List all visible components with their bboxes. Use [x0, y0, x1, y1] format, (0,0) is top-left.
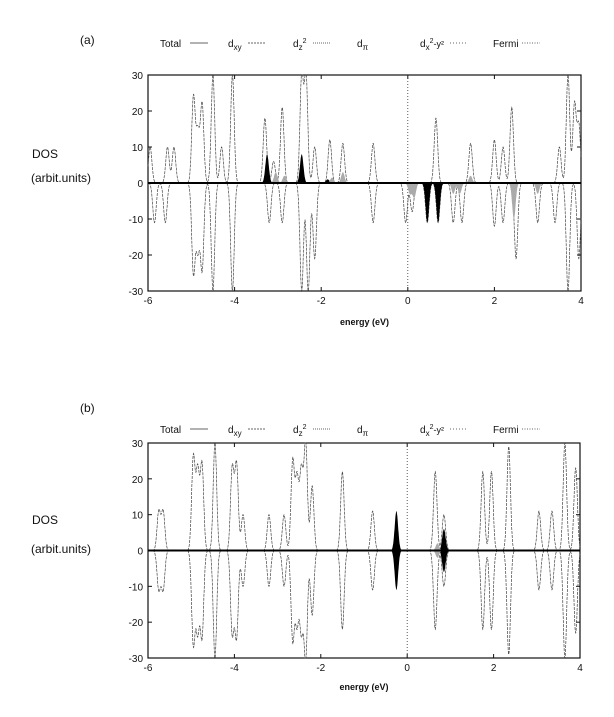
legend-entry: Total — [160, 39, 181, 50]
filled-gray-dos-spin-down — [148, 183, 581, 219]
legend-entry: dxy — [228, 39, 242, 52]
legend-subscript: xy — [234, 43, 242, 52]
x-tick-label: -4 — [230, 296, 239, 307]
legend-rest: -y² — [433, 425, 444, 435]
x-tick-label: 4 — [577, 663, 583, 674]
filled-black-dos-spin-down — [148, 551, 580, 590]
y-tick-label: -30 — [129, 654, 144, 665]
legend-rest: -y² — [433, 39, 444, 49]
x-axis-label: energy (eV) — [339, 682, 388, 692]
legend-entry: Total — [160, 425, 181, 436]
x-tick-label: -6 — [144, 663, 153, 674]
filled-black-dos-spin-up — [148, 154, 581, 183]
y-tick-label: 10 — [132, 143, 144, 154]
panel-label: (b) — [80, 401, 95, 415]
y-axis-label: DOS — [32, 513, 58, 527]
legend-entry: dz2 — [293, 38, 307, 52]
filled-black-dos-spin-up — [148, 511, 580, 550]
x-tick-label: -2 — [317, 296, 326, 307]
legend-label: Total — [160, 39, 181, 50]
y-axis-units: (arbit.units) — [31, 171, 91, 185]
legend-entry: dπ — [357, 425, 369, 438]
x-tick-label: 2 — [492, 296, 498, 307]
x-tick-label: 2 — [491, 663, 497, 674]
legend-label: Fermi — [493, 425, 519, 436]
y-axis-units: (arbit.units) — [31, 542, 91, 556]
y-tick-label: -10 — [129, 582, 144, 593]
y-tick-label: 20 — [132, 107, 144, 118]
filled-gray-dos-spin-up — [148, 543, 580, 550]
total-dos-spin-up — [148, 75, 581, 183]
y-tick-label: -20 — [129, 618, 144, 629]
x-tick-label: 4 — [578, 296, 584, 307]
legend-entry: dπ — [357, 39, 369, 52]
x-tick-label: 0 — [404, 663, 410, 674]
filled-gray-dos-spin-down — [148, 551, 580, 558]
legend-superscript: 2 — [303, 424, 307, 431]
legend-superscript: 2 — [303, 38, 307, 45]
legend-entry: dz2 — [293, 424, 307, 438]
legend-entry: dx2-y² — [420, 424, 444, 438]
y-tick-label: 0 — [137, 547, 143, 558]
legend-subscript: π — [363, 429, 369, 438]
legend-entry: dx2-y² — [420, 38, 444, 52]
total-dos-spin-up — [148, 443, 580, 551]
total-dos-spin-down — [148, 183, 581, 291]
legend-entry: Fermi — [493, 425, 519, 436]
y-tick-label: 30 — [132, 439, 144, 450]
y-tick-label: 20 — [132, 475, 144, 486]
y-tick-label: 0 — [137, 179, 143, 190]
y-tick-label: -30 — [129, 287, 144, 298]
legend-label: Fermi — [493, 39, 519, 50]
legend-subscript: π — [363, 43, 369, 52]
legend-entry: Fermi — [493, 39, 519, 50]
panel-b: (b) DOS (arbit.units) energy (eV) Total dxy dz… — [31, 401, 583, 692]
dos-figure: (a) DOS (arbit.units) energy (eV) Total dxy dz… — [0, 0, 614, 717]
filled-gray-dos-spin-up — [148, 172, 581, 183]
y-tick-label: 30 — [132, 71, 144, 82]
x-tick-label: -2 — [316, 663, 325, 674]
legend-subscript: xy — [234, 429, 242, 438]
panel-label: (a) — [80, 33, 95, 47]
x-tick-label: 0 — [405, 296, 411, 307]
y-tick-label: -20 — [129, 251, 144, 262]
y-tick-label: 10 — [132, 511, 144, 522]
panel-a: (a) DOS (arbit.units) energy (eV) Total dxy dz… — [31, 33, 584, 327]
total-dos-spin-down — [148, 551, 580, 659]
legend-label: Total — [160, 425, 181, 436]
y-tick-label: -10 — [129, 215, 144, 226]
x-tick-label: -6 — [144, 296, 153, 307]
legend-entry: dxy — [228, 425, 242, 438]
x-axis-label: energy (eV) — [340, 317, 389, 327]
x-tick-label: -4 — [230, 663, 239, 674]
y-axis-label: DOS — [32, 147, 58, 161]
